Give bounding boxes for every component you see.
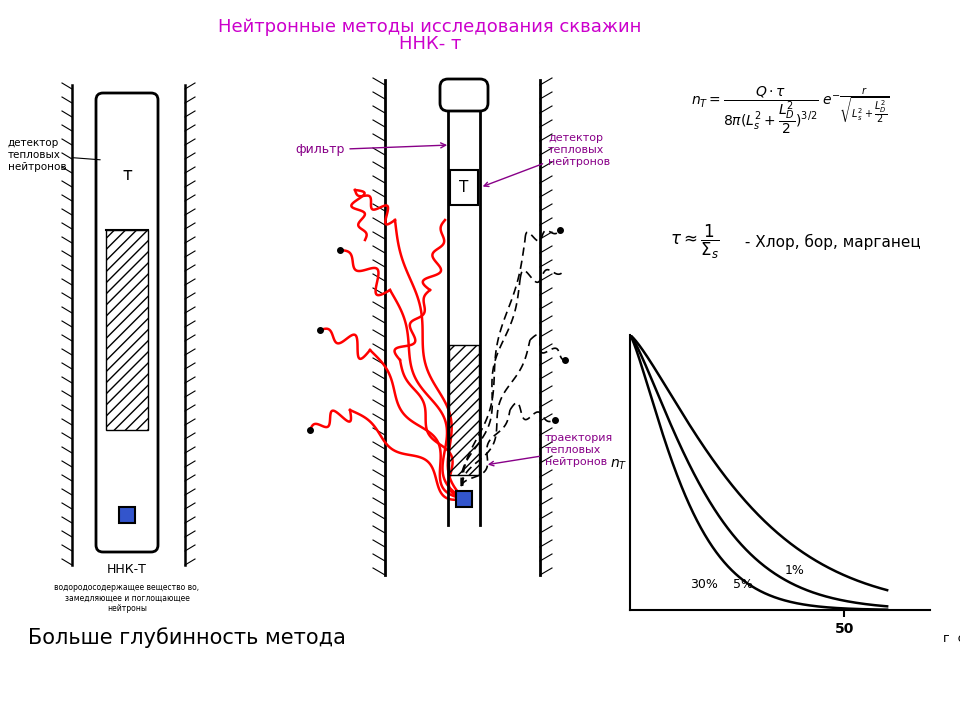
Y-axis label: $n_T$: $n_T$	[611, 458, 628, 472]
FancyBboxPatch shape	[96, 93, 158, 552]
Text: Больше глубинность метода: Больше глубинность метода	[28, 628, 346, 649]
Bar	[456, 491, 472, 507]
Text: - Хлор, бор, марганец: - Хлор, бор, марганец	[740, 234, 921, 250]
Text: траектория
тепловых
нейтронов: траектория тепловых нейтронов	[490, 433, 613, 467]
Text: Нейтронные методы исследования скважин: Нейтронные методы исследования скважин	[218, 18, 641, 36]
Text: детектор
тепловых
нейтронов: детектор тепловых нейтронов	[484, 133, 611, 186]
Bar	[106, 230, 148, 430]
Text: 30%: 30%	[690, 577, 718, 590]
Text: г  см: г см	[943, 632, 960, 645]
Text: фильтр: фильтр	[295, 143, 445, 156]
Text: Т: Т	[459, 180, 468, 195]
Bar	[106, 230, 148, 430]
Text: 5%: 5%	[732, 577, 753, 590]
Text: ННК- т: ННК- т	[398, 35, 461, 53]
Text: водородосодержащее вещество во,
замедляющее и поглощающее
нейтроны: водородосодержащее вещество во, замедляю…	[55, 583, 200, 613]
Text: детектор
тепловых
нейтронов: детектор тепловых нейтронов	[8, 138, 100, 171]
Text: 1%: 1%	[784, 564, 804, 577]
Text: ННК-Т: ННК-Т	[108, 563, 147, 576]
Text: т: т	[122, 166, 132, 184]
Bar	[449, 345, 479, 475]
Bar	[450, 170, 478, 205]
FancyBboxPatch shape	[440, 79, 488, 111]
Text: $\tau \approx \dfrac{1}{\Sigma_s}$: $\tau \approx \dfrac{1}{\Sigma_s}$	[670, 223, 720, 261]
Bar	[119, 507, 135, 523]
Text: $n_T = \dfrac{Q \cdot \tau}{8\pi(L_s^2 + \dfrac{L_D^2}{2})^{3/2}} \; e^{-\dfrac{: $n_T = \dfrac{Q \cdot \tau}{8\pi(L_s^2 +…	[690, 84, 889, 135]
